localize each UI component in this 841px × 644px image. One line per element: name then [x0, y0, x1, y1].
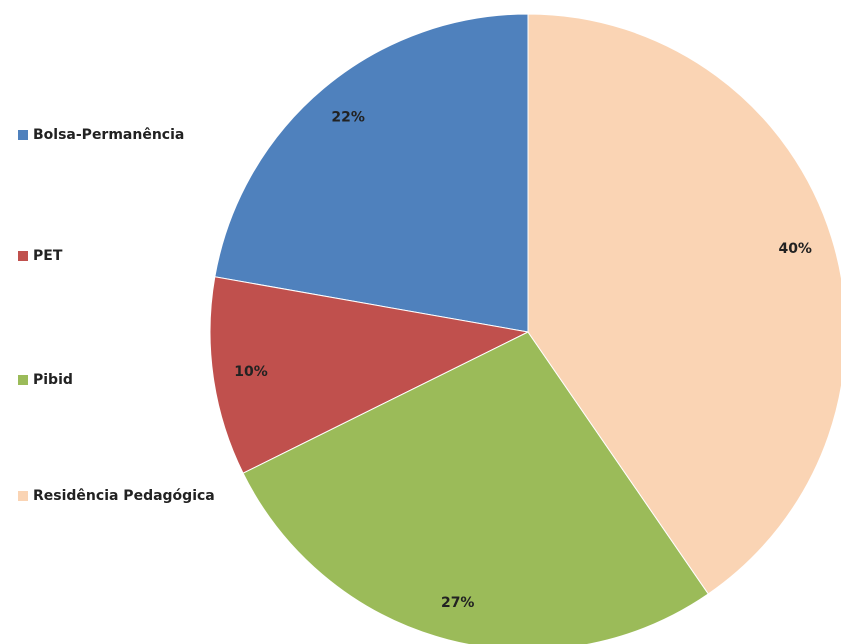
data-label: 22%: [331, 110, 365, 126]
pie-slice: [209, 276, 530, 474]
pie-slice: [242, 331, 710, 644]
legend-label: PET: [33, 248, 63, 264]
data-label: 10%: [234, 364, 268, 380]
legend-swatch: [18, 251, 28, 261]
legend-label: Bolsa-Permanência: [33, 127, 184, 143]
legend-swatch: [18, 130, 28, 140]
pie-slice: [214, 13, 529, 333]
pie-slice: [527, 13, 841, 595]
legend-swatch: [18, 491, 28, 501]
legend-swatch: [18, 375, 28, 385]
data-label: 40%: [778, 241, 812, 257]
legend-label: Pibid: [33, 372, 73, 388]
data-label: 27%: [441, 595, 475, 611]
legend-label: Residência Pedagógica: [33, 488, 215, 504]
